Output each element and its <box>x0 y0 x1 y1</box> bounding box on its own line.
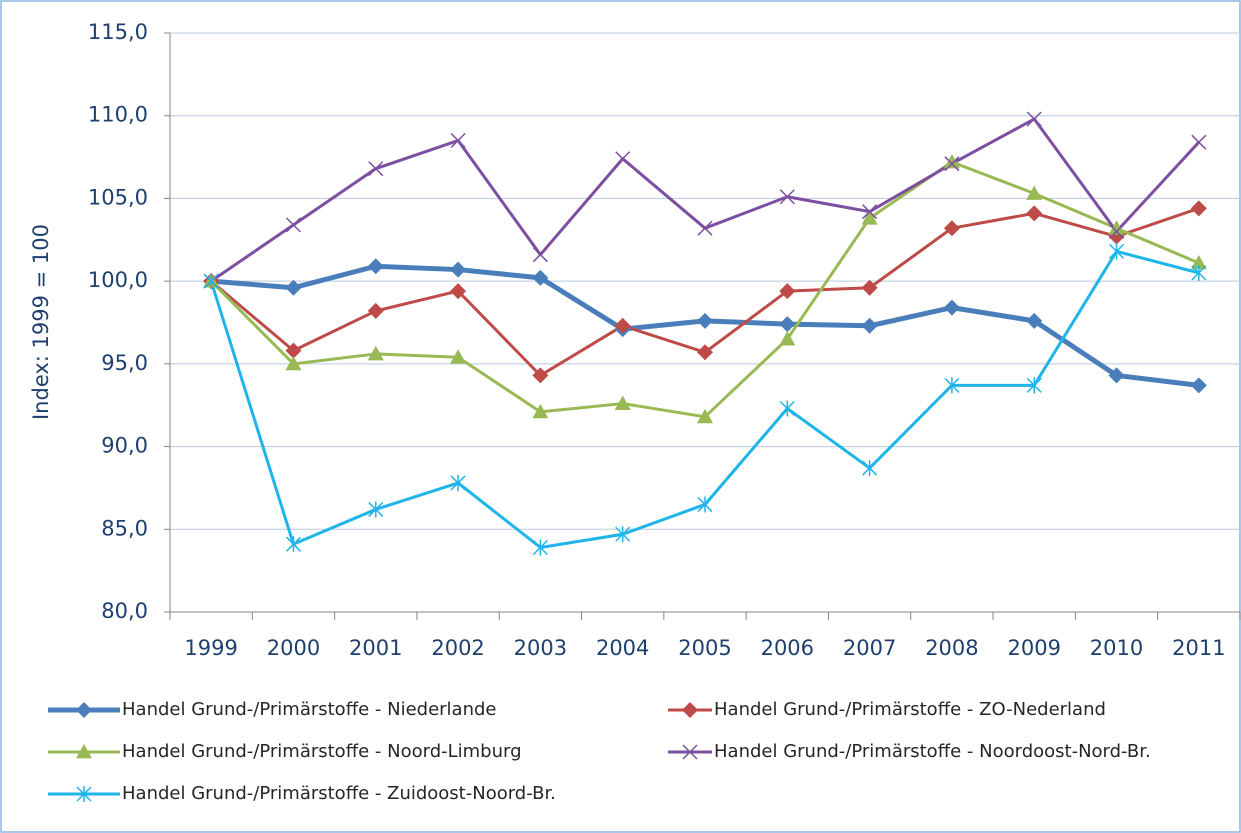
data-point <box>532 367 549 384</box>
data-point <box>779 283 796 300</box>
data-point <box>285 536 301 553</box>
data-point <box>943 154 960 169</box>
data-point <box>367 258 384 275</box>
y-tick-label: 105,0 <box>88 185 148 209</box>
data-point <box>1190 200 1207 217</box>
y-tick-label: 100,0 <box>88 268 148 292</box>
data-point <box>1026 377 1042 394</box>
data-point <box>1026 205 1043 222</box>
data-point <box>1026 111 1042 127</box>
x-tick-label: 2006 <box>761 636 814 660</box>
data-point <box>285 217 301 233</box>
y-tick-label: 95,0 <box>101 351 148 375</box>
legend-marker <box>682 702 698 718</box>
data-point <box>862 460 878 477</box>
data-point <box>450 261 467 278</box>
data-point <box>943 220 960 237</box>
data-point <box>943 299 960 316</box>
legend-label: Handel Grund-/Primärstoffe - Zuidoost-No… <box>122 783 556 804</box>
legend-marker <box>76 702 92 718</box>
data-point <box>862 204 878 220</box>
x-tick-label: 2005 <box>678 636 731 660</box>
y-tick-label: 115,0 <box>88 20 148 44</box>
data-point <box>532 247 548 263</box>
x-tick-label: 2008 <box>925 636 978 660</box>
data-point <box>697 344 713 361</box>
data-point <box>779 189 795 205</box>
data-point <box>697 408 713 424</box>
data-point <box>1190 254 1207 270</box>
x-tick-label: 2003 <box>514 636 567 660</box>
y-tick-label: 90,0 <box>101 434 148 458</box>
x-tick-label: 2000 <box>267 636 320 660</box>
y-tick-label: 80,0 <box>101 599 148 623</box>
legend-label: Handel Grund-/Primärstoffe - Niederlande <box>122 699 497 720</box>
data-point <box>861 210 878 225</box>
data-point <box>367 302 384 319</box>
data-point <box>697 220 713 236</box>
data-point <box>285 279 302 296</box>
data-point <box>532 539 548 556</box>
data-point <box>861 317 878 334</box>
data-point <box>1109 223 1125 240</box>
legend-label: Handel Grund-/Primärstoffe - Noord-Limbu… <box>122 741 522 762</box>
x-tick-label: 2004 <box>596 636 649 660</box>
data-point <box>450 132 466 149</box>
data-point <box>367 345 384 361</box>
x-tick-label: 2001 <box>349 636 402 660</box>
y-tick-label: 110,0 <box>88 103 148 127</box>
legend-marker <box>76 744 92 759</box>
x-tick-label: 1999 <box>184 636 237 660</box>
data-point <box>615 151 631 167</box>
data-point <box>861 279 878 296</box>
data-point <box>532 269 549 286</box>
data-point <box>614 317 631 334</box>
data-point <box>944 156 960 172</box>
data-point <box>944 377 960 394</box>
data-point <box>779 316 796 333</box>
data-point <box>697 496 713 513</box>
x-tick-label: 2010 <box>1090 636 1143 660</box>
x-tick-label: 2009 <box>1008 636 1061 660</box>
data-point <box>1108 367 1125 384</box>
data-point <box>614 395 631 410</box>
data-point <box>1026 185 1043 200</box>
data-point <box>1109 243 1125 260</box>
data-point <box>779 331 796 346</box>
data-point <box>203 273 219 290</box>
data-point <box>1108 220 1125 235</box>
data-point <box>368 161 384 177</box>
legend-marker <box>76 786 92 802</box>
data-point <box>450 283 467 300</box>
data-point <box>532 403 549 419</box>
data-point <box>1191 264 1207 281</box>
y-tick-label: 85,0 <box>101 516 148 540</box>
x-tick-label: 2007 <box>843 636 896 660</box>
data-point <box>450 474 466 491</box>
data-point <box>779 400 795 417</box>
legend-label: Handel Grund-/Primärstoffe - Noordoost-N… <box>714 741 1151 762</box>
x-tick-label: 2011 <box>1172 636 1225 660</box>
data-point <box>1026 312 1043 329</box>
data-point <box>285 355 302 371</box>
y-axis-label: Index: 1999 = 100 <box>29 224 53 420</box>
data-point <box>1191 134 1207 150</box>
legend-marker <box>682 744 698 760</box>
data-point <box>615 526 631 543</box>
data-point <box>1190 377 1207 394</box>
data-point <box>285 342 302 359</box>
x-tick-label: 2002 <box>431 636 484 660</box>
data-point <box>368 501 384 518</box>
data-point <box>697 312 713 329</box>
data-point <box>450 349 467 364</box>
legend-label: Handel Grund-/Primärstoffe - ZO-Nederlan… <box>714 699 1106 720</box>
